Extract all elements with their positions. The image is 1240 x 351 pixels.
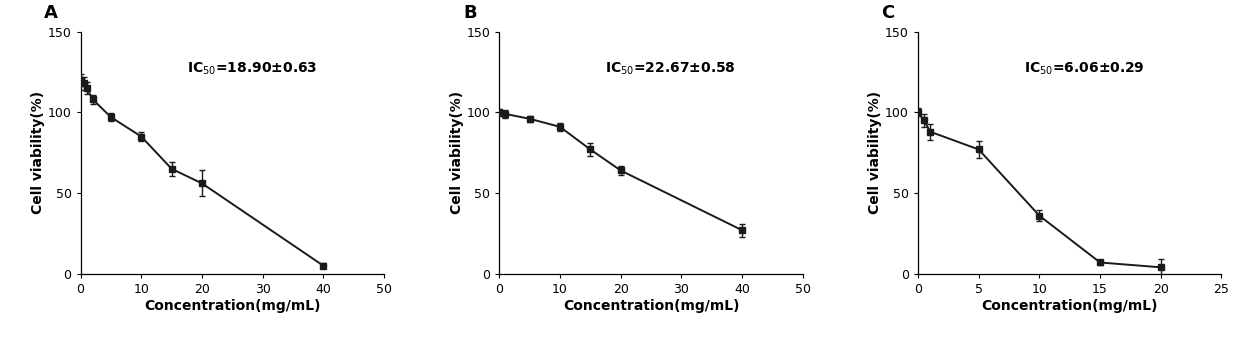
Text: IC$_{50}$=6.06±0.29: IC$_{50}$=6.06±0.29 [1024,61,1145,77]
Y-axis label: Cell viability(%): Cell viability(%) [31,91,45,214]
Text: IC$_{50}$=18.90±0.63: IC$_{50}$=18.90±0.63 [187,61,317,77]
Text: A: A [45,4,58,22]
Y-axis label: Cell viability(%): Cell viability(%) [868,91,883,214]
Text: IC$_{50}$=22.67±0.58: IC$_{50}$=22.67±0.58 [605,61,737,77]
Text: C: C [882,4,895,22]
X-axis label: Concentration(mg/mL): Concentration(mg/mL) [981,299,1158,313]
Y-axis label: Cell viability(%): Cell viability(%) [450,91,464,214]
X-axis label: Concentration(mg/mL): Concentration(mg/mL) [144,299,321,313]
Text: B: B [463,4,476,22]
X-axis label: Concentration(mg/mL): Concentration(mg/mL) [563,299,739,313]
